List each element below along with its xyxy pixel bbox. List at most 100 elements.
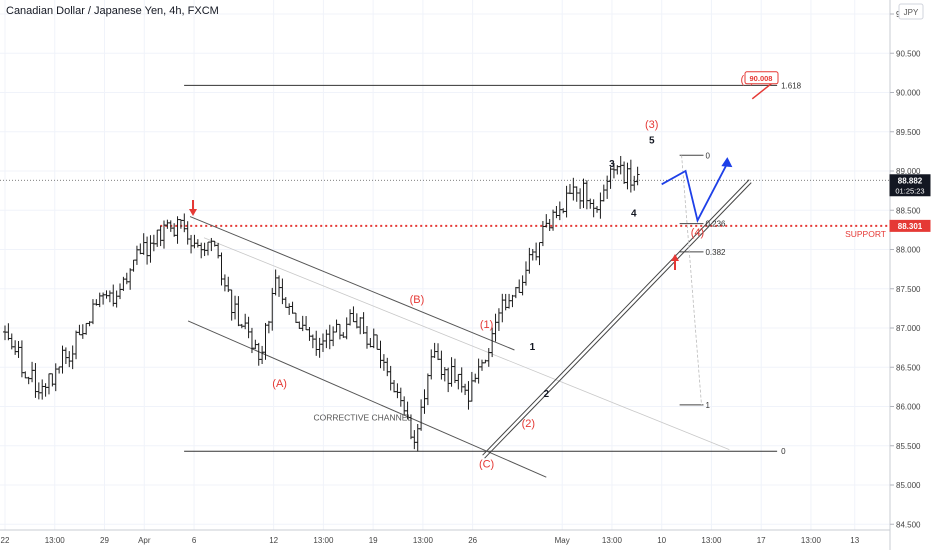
ohlc-bar <box>632 175 637 191</box>
ohlc-bar <box>395 383 400 399</box>
ohlc-bar <box>348 309 353 326</box>
time-tick-label: Apr <box>138 536 151 545</box>
ohlc-bar <box>459 367 464 393</box>
time-tick-label: 6 <box>192 536 197 545</box>
ohlc-bar <box>317 337 322 358</box>
ohlc-bar <box>192 234 197 249</box>
time-tick-label: 13:00 <box>45 536 66 545</box>
ohlc-bar <box>364 325 369 349</box>
time-tick-label: 13:00 <box>413 536 434 545</box>
support-price-value: 88.301 <box>898 222 923 231</box>
wave-label: (C) <box>479 459 494 471</box>
ohlc-bar <box>571 177 576 201</box>
channel-annotation: CORRECTIVE CHANNEL <box>313 413 412 423</box>
ohlc-bar <box>151 234 156 252</box>
ohlc-bar <box>260 345 265 365</box>
wave-label: (A) <box>272 378 287 390</box>
ohlc-bar <box>138 243 143 255</box>
wave-label: (4) <box>691 227 704 239</box>
ohlc-bar <box>141 233 146 255</box>
ohlc-bar <box>310 334 315 349</box>
ohlc-bar <box>557 201 562 221</box>
wave-label: (1) <box>480 319 493 331</box>
ohlc-bar <box>67 351 72 368</box>
ohlc-bar <box>635 166 640 186</box>
ohlc-bar <box>554 206 559 219</box>
fib-level-label: 0 <box>705 151 710 160</box>
currency-button[interactable]: JPY <box>898 3 924 20</box>
ohlc-bar <box>77 324 82 336</box>
price-tick-label: 87.000 <box>896 324 921 333</box>
ohlc-bar <box>628 159 633 193</box>
wave-label: (2) <box>522 418 535 430</box>
ohlc-bar <box>564 185 569 218</box>
ohlc-bar <box>84 322 89 335</box>
ohlc-bar <box>175 216 180 244</box>
countdown-timer: 01:25:23 <box>895 186 924 195</box>
wave-label: 3 <box>609 159 615 170</box>
time-axis[interactable]: 22 13:00 29 Apr 6 12 13:00 19 13:00 26 May 13:00 10 1… <box>1 536 860 545</box>
ohlc-bar <box>574 186 579 202</box>
arrow-head <box>189 209 197 216</box>
ohlc-bar <box>392 380 397 393</box>
ohlc-bar <box>118 283 123 300</box>
down-arrow-icon <box>189 200 197 216</box>
ohlc-bar <box>358 317 363 335</box>
trendline-outer <box>482 179 750 456</box>
ohlc-bar <box>185 221 190 245</box>
time-tick-label: 17 <box>757 536 766 545</box>
ohlc-bar <box>219 252 224 286</box>
ohlc-bar <box>598 192 603 219</box>
ohlc-bar <box>456 373 461 390</box>
support-tag-bg <box>889 219 931 232</box>
price-tick-label: 87.500 <box>896 285 921 294</box>
ohlc-bar <box>287 303 292 315</box>
ohlc-bars <box>3 155 640 452</box>
ohlc-bar <box>551 209 556 231</box>
ohlc-bar <box>165 219 170 229</box>
ohlc-bar <box>97 292 102 308</box>
ohlc-bar <box>490 327 495 358</box>
chart-title: Canadian Dollar / Japanese Yen, 4h, FXCM <box>6 5 219 17</box>
ohlc-bar <box>446 367 451 393</box>
ohlc-bar <box>534 242 539 261</box>
ohlc-bar <box>128 268 133 290</box>
price-axis[interactable]: 84.500 85.000 85.500 86.000 86.500 87.000 87.5… <box>890 10 921 529</box>
faint-guide-line <box>203 237 730 451</box>
time-tick-label: 19 <box>369 536 378 545</box>
wave-label: 1 <box>530 342 536 353</box>
ohlc-bar <box>476 358 481 384</box>
price-tick-label: 86.000 <box>896 403 921 412</box>
currency-button-frame[interactable] <box>898 3 924 20</box>
ohlc-bar <box>43 383 48 397</box>
ohlc-bar <box>439 350 444 380</box>
ohlc-bar <box>510 294 515 308</box>
ohlc-bar <box>625 162 630 190</box>
wave-label: (B) <box>410 294 425 306</box>
wave-label: 2 <box>543 389 549 400</box>
ohlc-bar <box>70 345 75 370</box>
ohlc-bar <box>236 296 241 327</box>
ohlc-bar <box>567 184 572 195</box>
ohlc-bar <box>321 333 326 352</box>
wave-label: 5 <box>649 136 655 147</box>
price-tick-label: 90.500 <box>896 49 921 58</box>
ohlc-bar <box>107 290 112 303</box>
ohlc-bar <box>483 359 488 364</box>
target-label: 90.008 <box>744 71 779 100</box>
price-tick-label: 86.500 <box>896 363 921 372</box>
time-tick-label: May <box>555 536 570 545</box>
wave-label: 4 <box>631 209 637 220</box>
current-price-tag-bg <box>889 174 931 197</box>
ohlc-bar <box>74 330 79 360</box>
ohlc-bar <box>131 259 136 272</box>
price-tick-label: 88.500 <box>896 206 921 215</box>
ohlc-bar <box>398 387 403 407</box>
ohlc-bar <box>466 381 471 410</box>
current-price-value: 88.882 <box>898 176 923 185</box>
time-tick-label: 22 <box>1 536 10 545</box>
ohlc-bar <box>33 363 38 398</box>
ohlc-bar <box>469 371 474 402</box>
channel-upper-line <box>189 216 515 351</box>
